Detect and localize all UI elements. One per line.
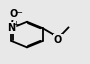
Text: −: − <box>15 8 22 17</box>
Text: +: + <box>12 20 19 29</box>
Text: O: O <box>9 9 17 19</box>
Text: N: N <box>7 23 15 33</box>
Text: O: O <box>54 35 62 45</box>
